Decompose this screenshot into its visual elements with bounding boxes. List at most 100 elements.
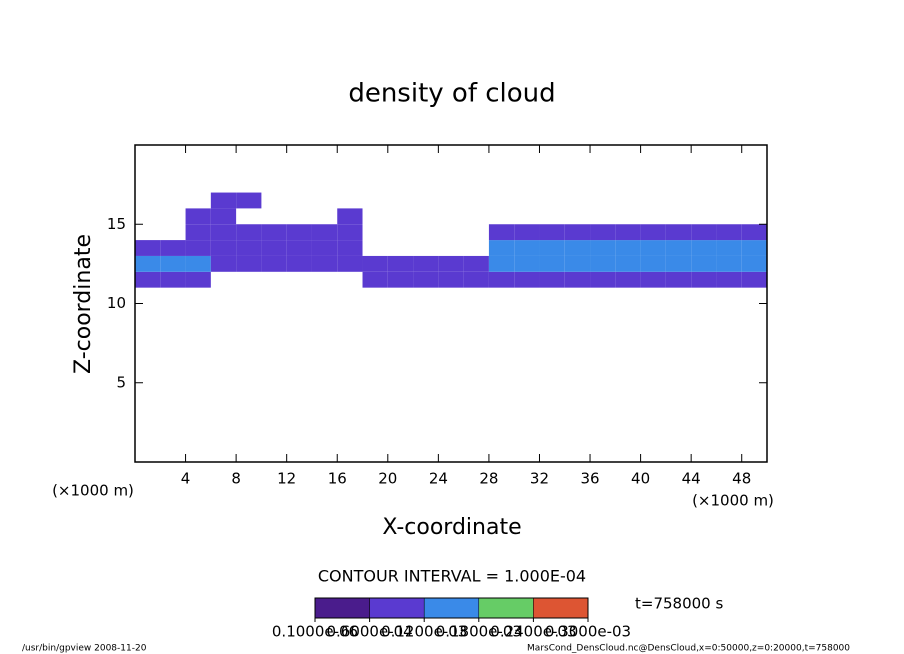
heat-cell [135, 240, 161, 256]
time-label: t=758000 s [635, 595, 723, 613]
chart-title: density of cloud [348, 79, 555, 109]
heat-cell [463, 271, 489, 288]
heat-cell [210, 255, 237, 272]
x-axis-label: X-coordinate [382, 515, 521, 540]
y-tick-label: 15 [107, 215, 126, 233]
heat-cell [337, 224, 363, 241]
heat-cell [514, 240, 540, 256]
colorbar-label: 0.6000e-04 [326, 623, 412, 641]
heat-cell [261, 255, 287, 272]
heat-cell [311, 224, 338, 241]
heat-cell [539, 255, 565, 272]
heat-cell [488, 240, 515, 256]
x-tick-label: 36 [580, 470, 599, 488]
heat-cell [236, 240, 262, 256]
colorbar-label: 0.1800e-03 [436, 623, 522, 641]
heat-cell [665, 224, 692, 241]
heat-cell [337, 255, 363, 272]
heat-cell [716, 224, 742, 241]
colorbar-segment [478, 597, 534, 619]
heat-cell [590, 255, 616, 272]
heat-cell [236, 224, 262, 241]
heat-cell [387, 255, 414, 272]
y-tick-label: 10 [107, 294, 126, 312]
heat-cell [488, 255, 515, 272]
heat-cell [438, 271, 464, 288]
colorbar-segment [533, 597, 589, 619]
heat-cell [590, 240, 616, 256]
heat-cell [640, 240, 666, 256]
heat-cell [261, 224, 287, 241]
heat-cell [716, 240, 742, 256]
heat-cell [185, 255, 211, 272]
heat-cell [210, 192, 237, 209]
colorbar-label: 0.1200e-03 [381, 623, 467, 641]
footer-right: MarsCond_DensCloud.nc@DensCloud,x=0:5000… [527, 644, 850, 654]
heat-cell [311, 255, 338, 272]
heat-cell [210, 224, 237, 241]
x-tick-label: 44 [682, 470, 701, 488]
heat-cell [362, 271, 388, 288]
heat-cell [615, 240, 641, 256]
heat-cell [741, 271, 767, 288]
colorbar-segment [423, 597, 480, 619]
heat-cell [665, 240, 692, 256]
heat-cell [590, 224, 616, 241]
heat-cell [185, 224, 211, 241]
heat-cell [741, 240, 767, 256]
heat-cell [488, 224, 515, 241]
heat-cell [261, 240, 287, 256]
heat-cell [160, 271, 186, 288]
heat-cell [741, 224, 767, 241]
x-unit: (×1000 m) [692, 492, 774, 510]
heat-cell [337, 240, 363, 256]
x-tick-label: 24 [429, 470, 448, 488]
contour-interval: CONTOUR INTERVAL = 1.000E-04 [318, 567, 586, 586]
heat-cell [741, 255, 767, 272]
y-unit: (×1000 m) [52, 482, 134, 500]
heat-cell [185, 271, 211, 288]
heat-cell [236, 255, 262, 272]
heat-cell [337, 208, 363, 225]
heat-cell [514, 224, 540, 241]
heat-cell [691, 224, 717, 241]
heat-cell [210, 208, 237, 225]
heat-cell [514, 255, 540, 272]
heat-cell [615, 224, 641, 241]
x-tick-label: 4 [181, 470, 191, 488]
heat-cell [413, 271, 439, 288]
x-tick-label: 28 [479, 470, 498, 488]
heat-cell [286, 224, 312, 241]
heat-cell [160, 240, 186, 256]
heat-cell [716, 271, 742, 288]
heat-cell [387, 271, 414, 288]
colorbar-label: 0.2400e-03 [490, 623, 576, 641]
heat-cell [311, 240, 338, 256]
heat-cell [438, 255, 464, 272]
y-tick-label: 5 [116, 373, 126, 391]
x-tick-label: 12 [277, 470, 296, 488]
heat-cell [564, 255, 591, 272]
heat-cell [135, 255, 161, 272]
heat-cell [210, 240, 237, 256]
heat-cell [665, 255, 692, 272]
heat-cell [615, 255, 641, 272]
colorbar-frame [314, 597, 589, 619]
heat-cell [564, 224, 591, 241]
heat-cell [640, 271, 666, 288]
x-tick-label: 48 [732, 470, 751, 488]
heat-cell [615, 271, 641, 288]
heat-cell [665, 271, 692, 288]
heat-cell [185, 208, 211, 225]
colorbar-segment [369, 597, 425, 619]
heat-cell [160, 255, 186, 272]
heat-cell [539, 240, 565, 256]
heat-cell [463, 255, 489, 272]
colorbar-segment [314, 597, 370, 619]
heat-cell [564, 240, 591, 256]
x-tick-label: 32 [530, 470, 549, 488]
heat-cell [135, 271, 161, 288]
heat-cell [691, 255, 717, 272]
heat-cell [514, 271, 540, 288]
